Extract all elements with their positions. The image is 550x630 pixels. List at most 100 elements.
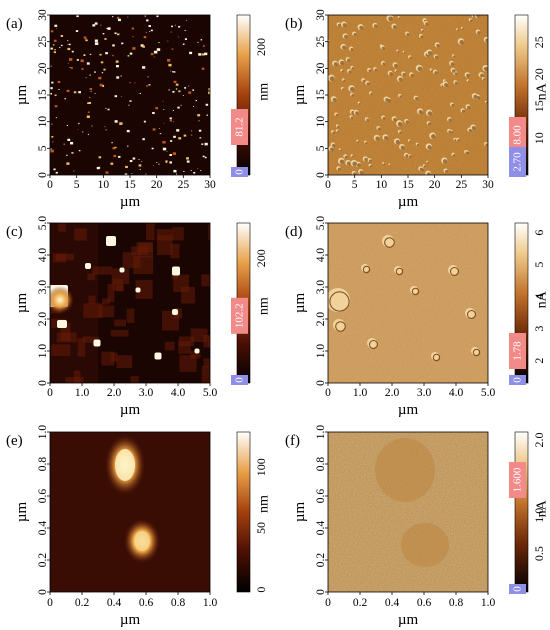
particle (193, 105, 195, 107)
x-tick-label: 10 (376, 179, 388, 191)
particle (172, 309, 178, 315)
colorbar-unit: nA (535, 82, 550, 100)
particle (431, 352, 439, 360)
colorbar-tick-label: 0.5 (532, 546, 546, 561)
particle (78, 150, 81, 152)
x-tick-label: 0 (325, 387, 331, 399)
particle (114, 120, 118, 123)
particle (170, 140, 173, 142)
particle (139, 92, 141, 94)
particle (173, 135, 176, 138)
y-tick-label: 15 (315, 89, 327, 101)
particle (98, 156, 102, 159)
particle (51, 81, 54, 84)
particle (175, 88, 178, 90)
particle (50, 30, 54, 33)
colorbar: 100 50 0 nm (236, 431, 272, 593)
panel-b: 0 5 10 15 20 25 30 0 5 10 15 20 25 30 µm µm (b) 25 20 15 10 n… (285, 9, 550, 210)
particle (198, 120, 200, 122)
particle (54, 49, 56, 51)
particle (54, 94, 57, 97)
particle (127, 55, 130, 57)
y-tick-label: 4.0 (37, 248, 49, 263)
particle (103, 68, 106, 71)
particle (156, 162, 158, 163)
x-tick-label: 15 (402, 179, 414, 191)
x-tick-label: 0.8 (171, 597, 186, 609)
colorbar-min-box (231, 375, 248, 385)
particle (124, 173, 128, 175)
particle (68, 58, 73, 61)
particle (173, 169, 177, 173)
colorbar-marker (231, 109, 248, 145)
particle (205, 103, 209, 106)
panel-e: 0 0.2 0.4 0.6 0.8 1.0 0 0.2 0.4 0.6 0.8 1.0 µm µm (e) 1… (6, 425, 272, 628)
particle (113, 154, 117, 158)
x-tick-label: 5 (352, 179, 358, 191)
y-tick-label: 1.0 (37, 425, 49, 440)
particle (162, 100, 164, 102)
particle (202, 45, 205, 47)
y-axis-label: µm (14, 85, 30, 106)
particle (81, 68, 84, 70)
particle (465, 308, 475, 318)
particle (67, 63, 69, 64)
particle (200, 39, 203, 41)
x-tick-label: 3.0 (139, 387, 154, 399)
colorbar-min-box (509, 147, 526, 177)
particle (59, 47, 61, 49)
particle (206, 114, 208, 116)
particle (120, 75, 122, 77)
y-tick-label: 0.8 (315, 457, 327, 472)
particle (180, 104, 182, 107)
x-tick-label: 1.0 (203, 597, 218, 609)
colorbar-unit: nA (535, 290, 550, 308)
particle (131, 27, 135, 30)
particle (100, 61, 104, 64)
particle (186, 160, 190, 163)
particle (102, 33, 105, 35)
colorbar-tick-label: 1.0 (532, 508, 546, 523)
particle (106, 28, 108, 30)
particle (394, 266, 402, 274)
particle (156, 48, 161, 51)
y-tick-label: 2.0 (37, 312, 49, 327)
particle (146, 19, 149, 22)
particle (111, 142, 113, 144)
particle (169, 161, 173, 164)
particle (191, 130, 193, 132)
particle (76, 59, 79, 61)
afm-image-6 (328, 432, 488, 592)
particle (173, 80, 177, 84)
particle (50, 65, 52, 67)
particle (116, 16, 120, 19)
particle (112, 44, 115, 47)
particle (50, 148, 52, 150)
colorbar-tick-label: 2.0 (532, 433, 546, 448)
x-tick-label: 20 (429, 179, 441, 191)
particle (155, 107, 159, 110)
colorbar-tick-label: 3 (532, 326, 546, 332)
y-tick-label: 1.0 (315, 344, 327, 359)
colorbar-min-label: 2.70 (512, 152, 524, 172)
x-tick-label: 5.0 (203, 387, 218, 399)
y-tick-label: 25 (315, 36, 327, 48)
colorbar-unit: nA (535, 499, 550, 517)
particle (410, 286, 418, 294)
particle (105, 129, 107, 131)
particle (153, 50, 158, 54)
particle (58, 89, 60, 91)
x-tick-label: 25 (178, 179, 190, 191)
particle (107, 108, 110, 111)
particle (167, 59, 171, 62)
particle (73, 170, 75, 172)
x-tick-label: 10 (98, 179, 110, 191)
particle (55, 171, 58, 174)
x-tick-label: 30 (482, 179, 494, 191)
image-frame (49, 222, 211, 384)
particle (60, 44, 63, 47)
y-tick-label: 30 (37, 9, 49, 21)
colorbar-min-box (509, 584, 526, 594)
colorbar-tick-label: 10 (532, 132, 546, 144)
